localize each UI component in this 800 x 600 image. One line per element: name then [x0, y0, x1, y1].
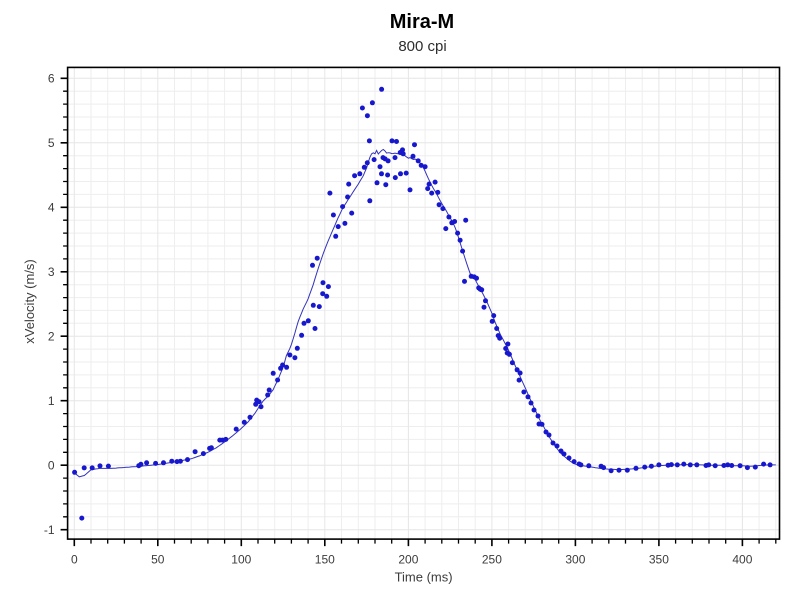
svg-text:250: 250 [482, 553, 502, 567]
svg-text:3: 3 [48, 265, 55, 279]
svg-text:100: 100 [231, 553, 251, 567]
svg-text:5: 5 [48, 136, 55, 150]
svg-text:2: 2 [48, 330, 55, 344]
svg-text:0: 0 [71, 553, 78, 567]
svg-text:50: 50 [151, 553, 165, 567]
svg-text:150: 150 [315, 553, 335, 567]
svg-text:Mira-M: Mira-M [390, 11, 454, 33]
svg-text:Time (ms): Time (ms) [395, 570, 453, 585]
svg-text:350: 350 [649, 553, 669, 567]
svg-text:200: 200 [398, 553, 418, 567]
svg-text:-1: -1 [44, 523, 55, 537]
svg-text:6: 6 [48, 72, 55, 86]
svg-text:0: 0 [48, 459, 55, 473]
svg-text:800 cpi: 800 cpi [398, 38, 446, 55]
svg-text:300: 300 [565, 553, 585, 567]
svg-text:4: 4 [48, 201, 55, 215]
svg-text:400: 400 [732, 553, 752, 567]
svg-text:xVelocity (m/s): xVelocity (m/s) [22, 259, 37, 344]
svg-text:1: 1 [48, 394, 55, 408]
